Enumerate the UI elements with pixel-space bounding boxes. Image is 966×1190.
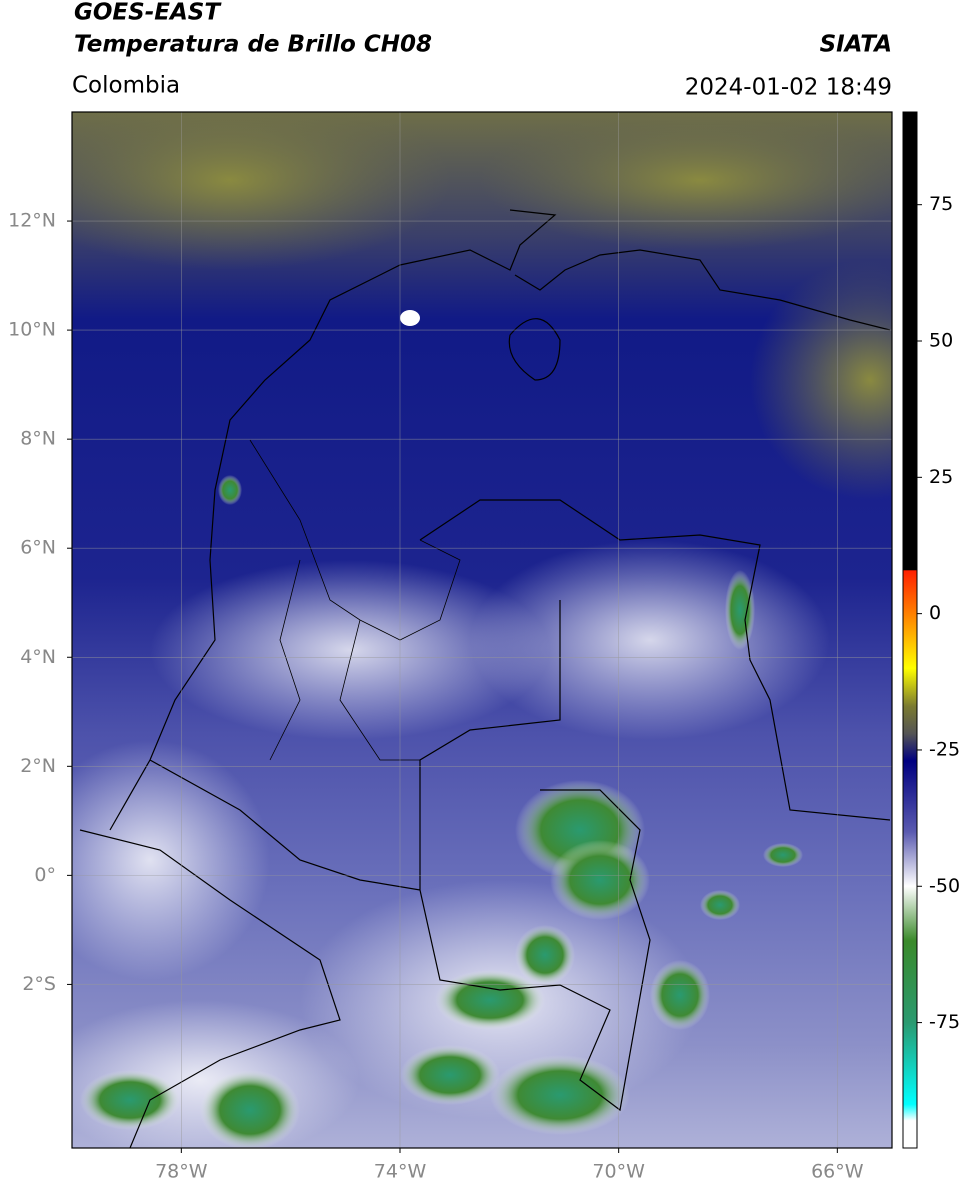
- colorbar-tick-label: -25: [929, 738, 960, 760]
- colorbar-tick-label: -50: [929, 875, 960, 897]
- region: Colombia: [72, 73, 180, 99]
- source: SIATA: [820, 32, 892, 58]
- y-tick-label: 6°N: [20, 537, 56, 559]
- colorbar-tick-label: -75: [929, 1011, 960, 1033]
- colorbar: [902, 111, 918, 1149]
- title: GOES-EAST: [74, 0, 222, 26]
- y-tick-label: 4°N: [20, 646, 56, 668]
- y-tick-label: 2°N: [20, 755, 56, 777]
- x-tick-label: 74°W: [374, 1161, 427, 1183]
- y-tick-label: 0°: [34, 864, 56, 886]
- colorbar-tick-label: 50: [929, 330, 953, 352]
- x-tick-label: 66°W: [811, 1161, 864, 1183]
- y-tick-label: 8°N: [20, 428, 56, 450]
- imagery: [72, 112, 892, 1148]
- colorbar-tick-label: 25: [929, 466, 953, 488]
- map-frame: [71, 111, 893, 1149]
- y-tick-label: 10°N: [8, 319, 56, 341]
- x-tick-label: 70°W: [592, 1161, 645, 1183]
- gridlines: [72, 112, 892, 1148]
- x-tick-label: 78°W: [155, 1161, 208, 1183]
- datetime: 2024-01-02 18:49: [685, 75, 892, 101]
- subtitle: Temperatura de Brillo CH08: [74, 32, 432, 58]
- y-tick-label: 12°N: [8, 210, 56, 232]
- colorbar-tick-label: 75: [929, 193, 953, 215]
- colorbar-tick-label: 0: [929, 602, 941, 624]
- y-tick-label: 2°S: [22, 973, 56, 995]
